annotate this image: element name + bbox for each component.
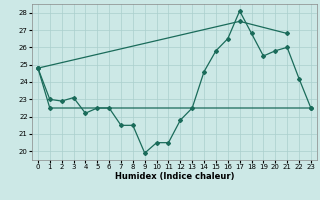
X-axis label: Humidex (Indice chaleur): Humidex (Indice chaleur) <box>115 172 234 181</box>
